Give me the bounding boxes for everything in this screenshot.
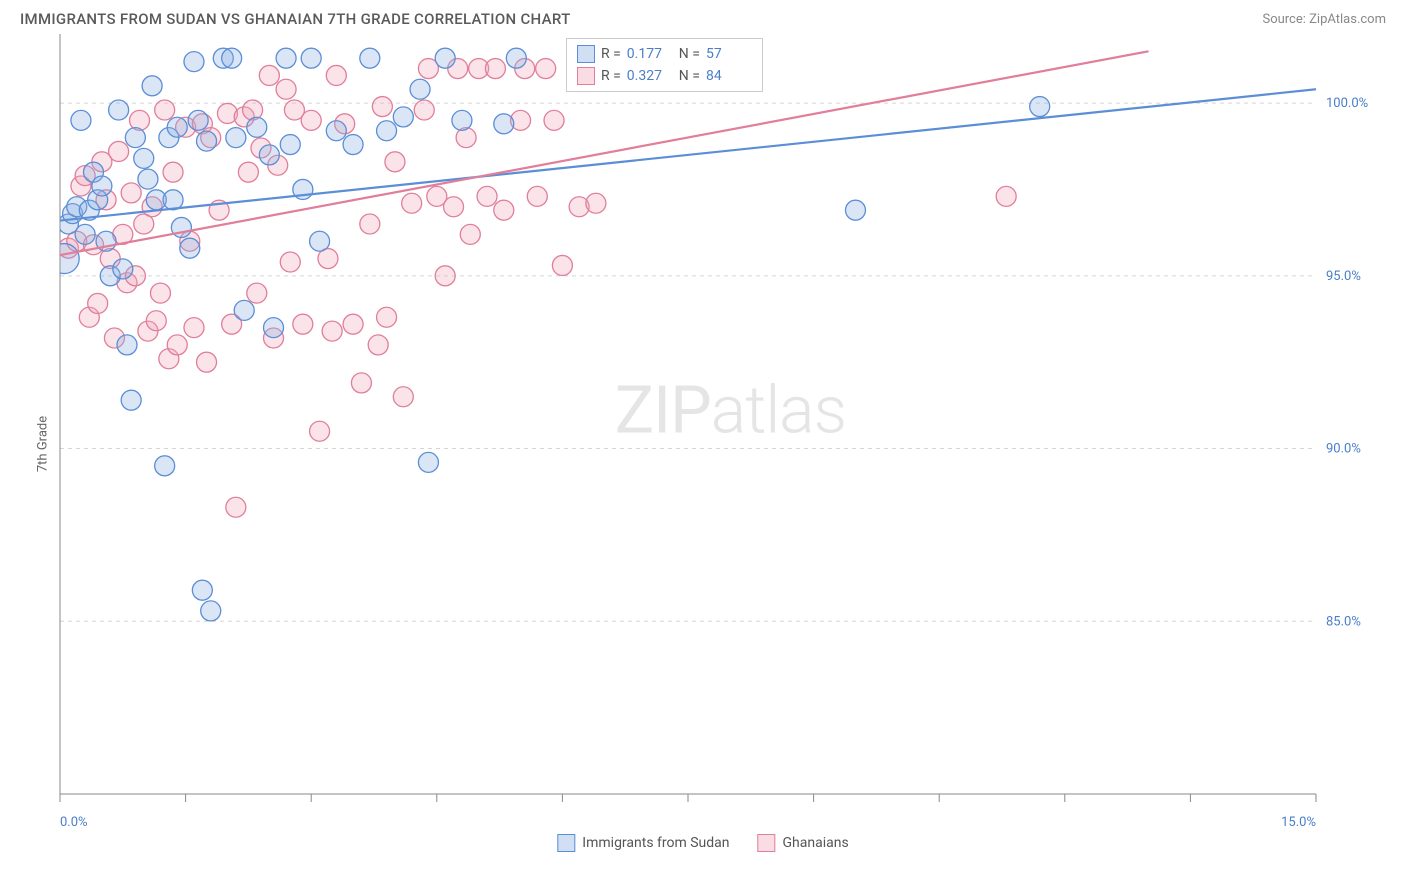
legend-swatch	[758, 834, 776, 852]
svg-text:100.0%: 100.0%	[1326, 96, 1368, 111]
legend-r-label: R =	[601, 68, 621, 84]
legend-r-value: 0.177	[627, 46, 673, 62]
legend-row: R = 0.327 N = 84	[577, 65, 752, 87]
series-legend: Immigrants from Sudan Ghanaians	[557, 834, 848, 852]
legend-r-label: R =	[601, 46, 621, 62]
legend-r-value: 0.327	[627, 68, 673, 84]
svg-text:95.0%: 95.0%	[1326, 269, 1361, 284]
legend-swatch	[577, 67, 595, 85]
chart-title: IMMIGRANTS FROM SUDAN VS GHANAIAN 7TH GR…	[20, 10, 571, 28]
legend-row: R = 0.177 N = 57	[577, 43, 752, 65]
legend-swatch	[577, 45, 595, 63]
legend-n-value: 84	[706, 68, 752, 84]
scatter-chart-svg: 85.0% 90.0% 95.0% 100.0% 0.0% 15.0%	[20, 34, 1386, 854]
legend-swatch	[557, 834, 575, 852]
correlation-legend-box: R = 0.177 N = 57 R = 0.327 N = 84	[566, 38, 763, 92]
chart-container: 7th Grade 85.0%90.0%95.0%100.0%0.0%15.0%…	[20, 34, 1386, 854]
legend-n-label: N =	[679, 68, 700, 84]
svg-text:0.0%: 0.0%	[60, 815, 88, 830]
series-legend-label: Ghanaians	[783, 835, 849, 851]
series-legend-label: Immigrants from Sudan	[582, 835, 729, 851]
legend-n-label: N =	[679, 46, 700, 62]
chart-header: IMMIGRANTS FROM SUDAN VS GHANAIAN 7TH GR…	[0, 0, 1406, 34]
series-legend-item: Ghanaians	[758, 834, 849, 852]
svg-text:85.0%: 85.0%	[1326, 614, 1361, 629]
legend-n-value: 57	[706, 46, 752, 62]
svg-text:15.0%: 15.0%	[1281, 815, 1316, 830]
svg-text:90.0%: 90.0%	[1326, 442, 1361, 457]
series-legend-item: Immigrants from Sudan	[557, 834, 729, 852]
source-attribution: Source: ZipAtlas.com	[1262, 12, 1386, 27]
